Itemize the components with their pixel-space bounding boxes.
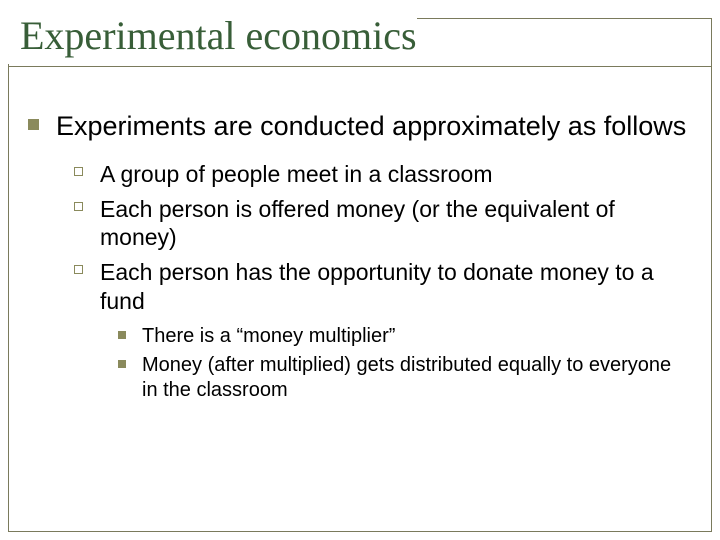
level1-text: Experiments are conducted approximately … [56,110,686,144]
bullet-level2: Each person is offered money (or the equ… [74,195,692,253]
slide: Experimental economics Experiments are c… [0,0,720,540]
level2-list: A group of people meet in a classroom Ea… [74,160,692,403]
level3-text: There is a “money multiplier” [142,324,395,349]
square-bullet-icon [28,119,42,144]
square-bullet-icon [118,331,128,349]
bullet-level3: Money (after multiplied) gets distribute… [118,353,692,403]
open-square-bullet-icon [74,265,86,316]
slide-body: Experiments are conducted approximately … [28,110,692,415]
open-square-bullet-icon [74,202,86,253]
bullet-level2: Each person has the opportunity to donat… [74,258,692,316]
bullet-level2: A group of people meet in a classroom [74,160,692,189]
bullet-level1: Experiments are conducted approximately … [28,110,692,144]
square-bullet-icon [118,360,128,403]
open-square-bullet-icon [74,167,86,189]
slide-title: Experimental economics [20,14,417,58]
level3-text: Money (after multiplied) gets distribute… [142,353,692,403]
level2-text: Each person is offered money (or the equ… [100,195,692,253]
level2-text: Each person has the opportunity to donat… [100,258,692,316]
title-container: Experimental economics [0,0,417,64]
level3-list: There is a “money multiplier” Money (aft… [118,324,692,403]
bullet-level3: There is a “money multiplier” [118,324,692,349]
title-underline [8,66,712,67]
level2-text: A group of people meet in a classroom [100,160,493,189]
